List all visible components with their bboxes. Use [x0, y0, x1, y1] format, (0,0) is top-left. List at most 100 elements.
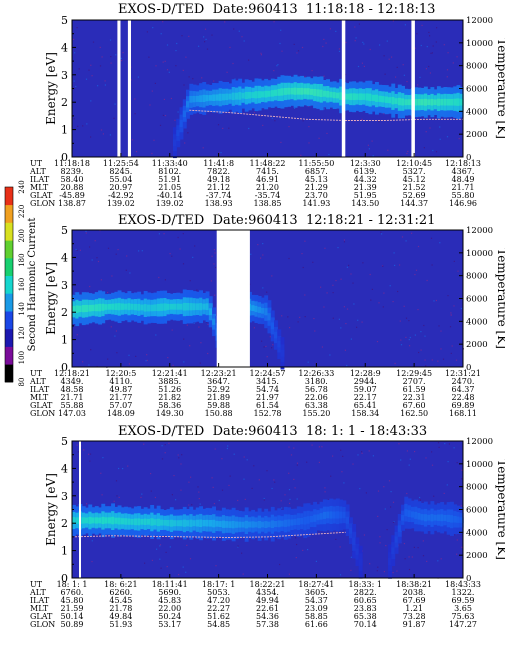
table-cell: 6139.	[354, 167, 377, 176]
table-cell: 21.71	[452, 183, 475, 192]
energy-tick-label: 2	[61, 306, 68, 319]
colorbar-segment	[5, 311, 13, 330]
colorbar-label: Second Harmonic Current	[27, 218, 38, 352]
table-row-label: GLAT	[30, 191, 53, 200]
data-gap	[127, 20, 131, 157]
table-cell: 64.37	[452, 385, 475, 394]
table-cell: 51.93	[109, 620, 132, 629]
energy-tick-label: 1	[61, 545, 68, 558]
temperature-axis-label: Temperature [K]	[495, 459, 505, 560]
time-tick-label: 12:29:45	[396, 369, 432, 378]
table-row-label: GLON	[30, 409, 55, 418]
temp-tick-label: 0	[466, 363, 471, 373]
table-cell: 6260.	[109, 588, 132, 597]
energy-axis-label: Energy [eV]	[44, 262, 58, 335]
panel-2-title: EXOS-D/TED Date:960413 12:18:21 - 12:31:…	[118, 213, 435, 228]
table-cell: 53.17	[158, 620, 181, 629]
colorbar-tick-label: 220	[18, 205, 26, 218]
temp-tick-label: 4000	[466, 317, 488, 327]
time-tick-label: 18:22:21	[250, 580, 286, 589]
table-cell: 4354.	[256, 588, 279, 597]
time-tick-label: 18: 1: 1	[57, 580, 88, 589]
table-cell: 67.60	[403, 401, 426, 410]
colorbar-segment	[5, 364, 13, 383]
table-cell: 162.50	[400, 409, 428, 418]
table-cell: 3605.	[305, 588, 328, 597]
table-cell: 146.96	[449, 199, 477, 208]
temp-tick-label: 2000	[466, 130, 488, 140]
temp-tick-label: 10000	[466, 39, 493, 49]
table-row-label: ALT	[29, 167, 46, 176]
energy-tick-label: 4	[61, 462, 68, 475]
energy-axis-label: Energy [eV]	[44, 52, 58, 125]
table-cell: 21.59	[61, 604, 84, 613]
energy-tick-label: 1	[61, 124, 68, 137]
table-cell: 56.78	[305, 385, 328, 394]
colorbar-segment	[5, 204, 13, 223]
table-cell: 21.82	[158, 393, 181, 402]
temp-tick-label: 0	[466, 574, 471, 584]
table-cell: 52.69	[403, 191, 426, 200]
time-tick-label: 12:23:21	[201, 369, 237, 378]
table-cell: 61.66	[305, 620, 328, 629]
time-tick-label: 18: 6:21	[104, 580, 137, 589]
table-cell: 58.36	[158, 401, 181, 410]
table-cell: 5053.	[207, 588, 230, 597]
table-cell: 21.97	[256, 393, 279, 402]
colorbar-segment	[5, 346, 13, 365]
colorbar-segment	[5, 187, 13, 206]
table-cell: 49.87	[109, 385, 132, 394]
time-tick-label: 12:20:5	[105, 369, 136, 378]
colorbar-segment	[5, 293, 13, 312]
table-row-label: ILAT	[30, 596, 50, 605]
panel-2-time-range: 12:18:21 - 12:31:21	[305, 213, 436, 228]
table-cell: -40.14	[157, 191, 183, 200]
table-cell: 4110.	[109, 377, 132, 386]
panel-1-date: Date:960413	[212, 2, 298, 17]
table-cell: 23.70	[305, 191, 328, 200]
table-row-label: ALT	[29, 377, 46, 386]
temp-tick-label: 10000	[466, 460, 493, 470]
colorbar-segment	[5, 328, 13, 347]
panel-3-date: Date:960413	[212, 424, 298, 439]
table-cell: 55.04	[109, 175, 132, 184]
table-cell: 1322.	[452, 588, 475, 597]
table-row-label: UT	[30, 159, 43, 168]
table-cell: 7415.	[256, 167, 279, 176]
table-cell: 4367.	[452, 167, 475, 176]
time-tick-label: 12:31:21	[445, 369, 481, 378]
colorbar-frame	[4, 186, 14, 383]
table-cell: 144.37	[400, 199, 428, 208]
table-row-label: MLT	[30, 604, 49, 613]
temp-tick-label: 6000	[466, 506, 488, 516]
table-cell: 44.32	[354, 175, 377, 184]
table-cell: 51.91	[158, 175, 181, 184]
table-cell: 3180.	[305, 377, 328, 386]
table-cell: 50.24	[158, 612, 181, 621]
table-cell: -45.89	[59, 191, 85, 200]
table-cell: 22.48	[452, 393, 475, 402]
temperature-line	[189, 109, 463, 121]
table-cell: 2822.	[354, 588, 377, 597]
table-cell: 20.97	[109, 183, 132, 192]
colorbar-tick-label: 100	[18, 351, 26, 364]
time-tick-label: 18:43:33	[445, 580, 481, 589]
table-cell: 5690.	[158, 588, 181, 597]
table-cell: 63.38	[305, 401, 328, 410]
temperature-axis-label: Temperature [K]	[495, 38, 505, 139]
table-cell: 65.41	[354, 401, 377, 410]
table-cell: 22.00	[158, 604, 181, 613]
time-tick-label: 12:28:9	[350, 369, 381, 378]
temp-tick-label: 8000	[466, 483, 488, 493]
table-cell: 168.11	[449, 409, 477, 418]
panel-3-time-range: 18: 1: 1 - 18:43:33	[305, 424, 428, 439]
table-row-label: UT	[30, 580, 43, 589]
table-cell: 2707.	[403, 377, 426, 386]
temp-tick-label: 4000	[466, 107, 488, 117]
table-cell: 147.03	[58, 409, 86, 418]
table-row-label: MLT	[30, 183, 49, 192]
table-row-label: ILAT	[30, 385, 50, 394]
table-cell: 21.89	[207, 393, 230, 402]
table-cell: 3885.	[158, 377, 181, 386]
